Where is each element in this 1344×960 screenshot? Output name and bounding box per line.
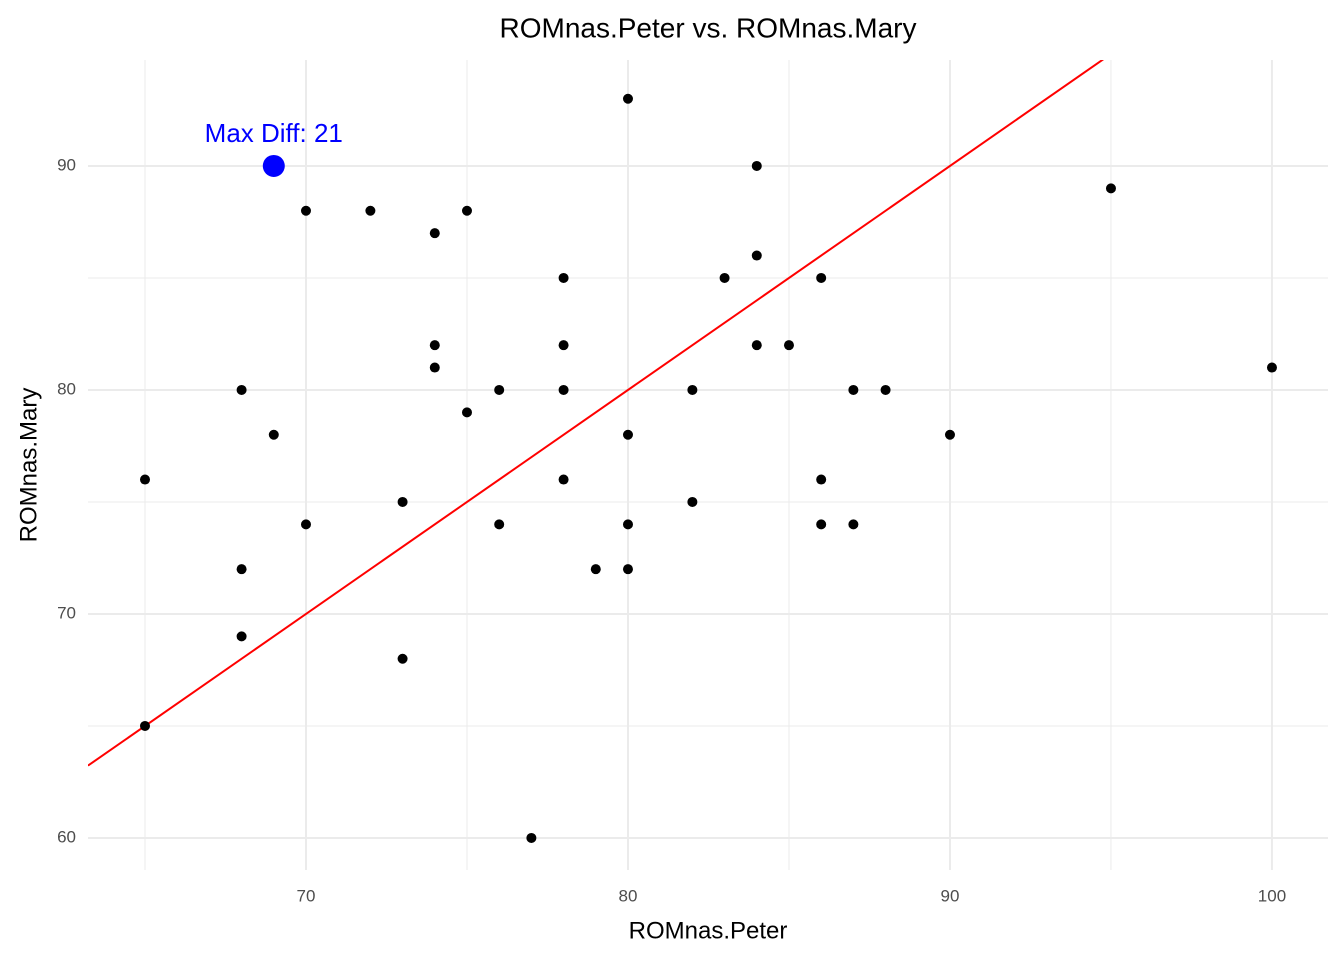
point [558,340,569,351]
point [848,384,859,395]
point [751,340,762,351]
point [526,832,537,843]
point [816,474,827,485]
point [719,272,730,283]
point [751,160,762,171]
point [461,407,472,418]
point [494,519,505,530]
point [300,519,311,530]
point [1266,362,1277,373]
point [590,564,601,575]
point [494,384,505,395]
point [300,205,311,216]
point [236,384,247,395]
point [622,93,633,104]
point [139,474,150,485]
point [687,496,698,507]
point [139,720,150,731]
point [236,564,247,575]
point [687,384,698,395]
point [429,362,440,373]
point [816,519,827,530]
point [622,519,633,530]
x-tick-label: 80 [619,886,638,905]
point [365,205,376,216]
x-tick-label: 90 [941,886,960,905]
point [429,340,440,351]
y-axis-label: ROMnas.Mary [15,388,42,543]
point [429,228,440,239]
point [268,429,279,440]
point [848,519,859,530]
y-tick-label: 90 [57,155,76,174]
point [558,474,569,485]
point [397,653,408,664]
point [558,272,569,283]
point [1105,183,1116,194]
point [622,429,633,440]
point [558,384,569,395]
point [236,631,247,642]
y-tick-label: 60 [57,827,76,846]
point [461,205,472,216]
highlight-point [262,154,285,177]
chart-title: ROMnas.Peter vs. ROMnas.Mary [500,12,917,43]
point [783,340,794,351]
point [880,384,891,395]
y-tick-label: 80 [57,379,76,398]
point [397,496,408,507]
x-tick-label: 70 [297,886,316,905]
reference-line [88,60,1105,767]
point [944,429,955,440]
x-axis-label: ROMnas.Peter [629,917,788,944]
point [622,564,633,575]
point [751,250,762,261]
x-tick-label: 100 [1258,886,1286,905]
point [816,272,827,283]
y-tick-label: 70 [57,603,76,622]
highlight-label: Max Diff: 21 [205,118,343,148]
